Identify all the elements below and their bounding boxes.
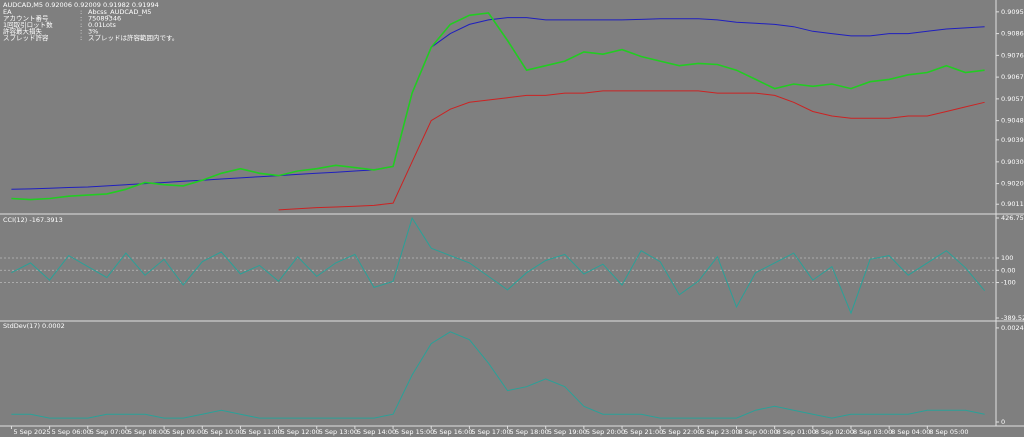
x-tick-label: 5 Sep 14:00 — [357, 428, 396, 436]
x-tick-label: 5 Sep 09:00 — [166, 428, 205, 436]
y-tick-label: -100 — [1001, 279, 1016, 287]
indicator-label: StdDev(17) 0.0002 — [3, 322, 65, 330]
info-label: アカウント番号 — [3, 15, 49, 23]
x-tick-label: 5 Sep 21:00 — [624, 428, 663, 436]
info-label: 許容最大損失 — [3, 27, 43, 36]
series-line — [11, 17, 985, 190]
info-label: 1回取引ロット数 — [3, 20, 53, 29]
y-tick-label: 0.90396 — [1001, 136, 1024, 144]
info-value: 75089346 — [88, 15, 121, 23]
x-tick-label: 5 Sep 2025 — [13, 428, 50, 436]
info-label: スプレッド許容 — [3, 33, 49, 42]
x-tick-label: 5 Sep 22:00 — [662, 428, 701, 436]
info-colon: : — [80, 15, 82, 23]
x-tick-label: 8 Sep 00:00 — [739, 428, 778, 436]
info-label: EA — [3, 8, 12, 16]
x-tick-label: 5 Sep 10:00 — [204, 428, 243, 436]
y-tick-label: 0.90575 — [1001, 95, 1024, 103]
info-colon: : — [80, 8, 82, 16]
y-tick-label: 0.90205 — [1001, 180, 1024, 188]
info-value: Abcss_AUDCAD_M5 — [88, 8, 151, 16]
x-tick-label: 5 Sep 18:00 — [510, 428, 549, 436]
x-tick-label: 5 Sep 06:00 — [52, 428, 91, 436]
series-line — [278, 90, 985, 211]
y-tick-label: -389.5276 — [1001, 314, 1024, 322]
x-tick-label: 5 Sep 13:00 — [319, 428, 358, 436]
x-tick-label: 5 Sep 16:00 — [433, 428, 472, 436]
y-tick-label: 0.90955 — [1001, 8, 1024, 16]
y-tick-label: 0.90115 — [1001, 200, 1024, 208]
x-tick-label: 5 Sep 12:00 — [281, 428, 320, 436]
y-tick-label: 0 — [1001, 418, 1005, 426]
x-tick-label: 8 Sep 03:00 — [853, 428, 892, 436]
info-value: 0.01Lots — [88, 21, 117, 29]
x-tick-label: 5 Sep 08:00 — [128, 428, 167, 436]
x-tick-label: 8 Sep 02:00 — [815, 428, 854, 436]
y-tick-label: 0.90765 — [1001, 51, 1024, 59]
x-tick-label: 5 Sep 11:00 — [242, 428, 281, 436]
x-tick-label: 8 Sep 01:00 — [777, 428, 816, 436]
info-colon: : — [80, 21, 82, 29]
x-tick-label: 5 Sep 17:00 — [471, 428, 510, 436]
y-tick-label: 0.00 — [1001, 266, 1015, 274]
x-tick-label: 5 Sep 19:00 — [548, 428, 587, 436]
series-line — [11, 331, 985, 419]
x-tick-label: 5 Sep 07:00 — [90, 428, 129, 436]
series-line — [11, 216, 985, 315]
y-tick-label: 100 — [1001, 254, 1013, 262]
x-tick-label: 5 Sep 20:00 — [586, 428, 625, 436]
info-colon: : — [80, 34, 82, 42]
info-value: 3% — [88, 28, 98, 36]
x-tick-label: 5 Sep 23:00 — [700, 428, 739, 436]
series-line — [11, 12, 985, 201]
y-tick-label: 426.7528 — [1001, 214, 1024, 222]
info-colon: : — [80, 28, 82, 36]
indicator-label: CCI(12) -167.3913 — [3, 216, 63, 224]
symbol-header: AUDCAD,M5 0.92006 0.92009 0.91982 0.9199… — [3, 1, 159, 9]
info-value: スプレッドは許容範囲内です。 — [88, 33, 178, 42]
x-tick-label: 8 Sep 04:00 — [891, 428, 930, 436]
x-tick-label: 5 Sep 15:00 — [395, 428, 434, 436]
x-tick-label: 8 Sep 05:00 — [929, 428, 968, 436]
y-tick-label: 0.0024 — [1001, 324, 1024, 332]
